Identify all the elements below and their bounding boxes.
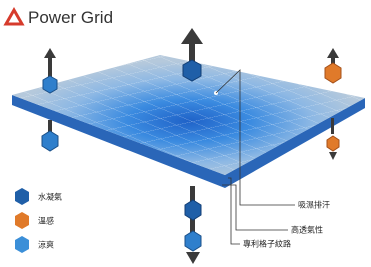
callout-line [228,178,240,244]
callout-line [222,185,288,230]
legend-swatch [15,236,29,253]
legend-swatch [15,212,29,229]
callout-label: 吸濕排汗 [298,200,330,210]
logo [6,10,22,24]
hex-node [42,131,58,151]
diagram: Power Grid 吸濕排汗 高透氣性 專利格子紋路 [0,0,371,267]
hex-node [325,63,341,83]
arrow [327,48,339,58]
legend-label: 溫感 [38,216,54,226]
legend-label: 涼爽 [38,240,54,250]
hex-node [185,231,201,251]
arrow [181,28,203,44]
callout-label: 專利格子紋路 [243,239,291,249]
legend: 水凝氣 溫感 涼爽 [15,188,62,253]
page: Power Grid 吸濕排汗 高透氣性 專利格子紋路 [0,0,371,267]
title: Power Grid [28,8,113,27]
legend-swatch [15,188,29,205]
legend-label: 水凝氣 [38,192,62,202]
arrow [44,48,56,58]
callout-label: 高透氣性 [291,225,323,235]
arrow [331,118,334,134]
hex-node [327,136,339,151]
arrow [329,152,337,160]
hex-node [185,200,201,220]
hex-node [43,76,57,93]
hex-node [183,60,201,81]
arrow [186,252,200,264]
